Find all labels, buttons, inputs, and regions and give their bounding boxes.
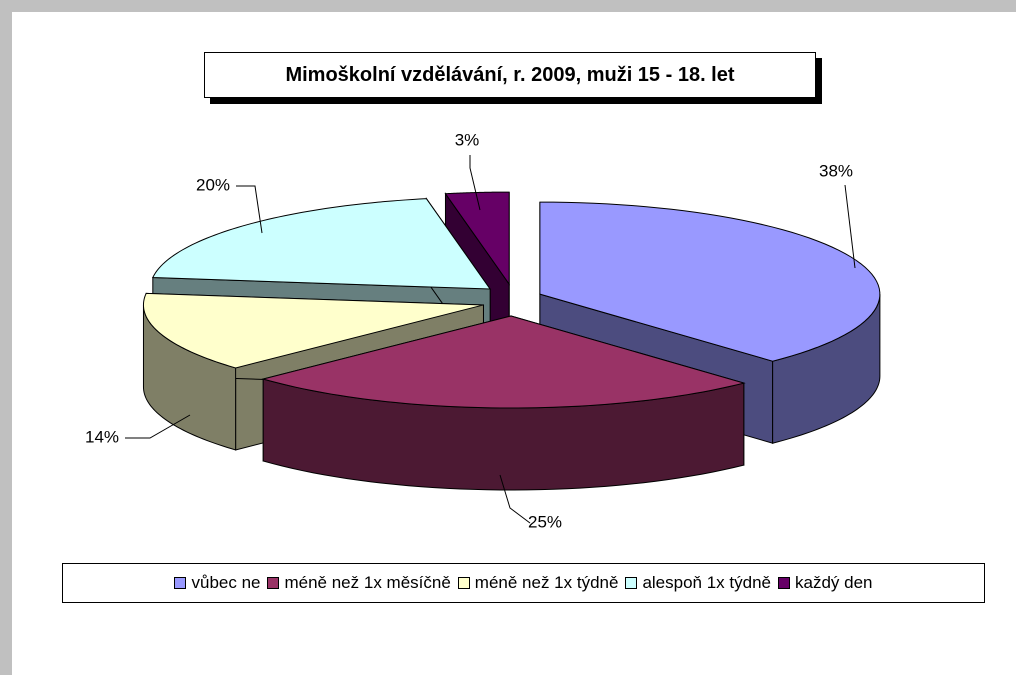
legend-label: alespoň 1x týdně <box>642 573 771 592</box>
legend-label: méně než 1x měsíčně <box>284 573 451 592</box>
legend-item: méně než 1x týdně <box>457 573 619 593</box>
legend-item: alespoň 1x týdně <box>625 573 771 593</box>
leader-line <box>499 474 531 524</box>
data-label: 38% <box>819 161 853 180</box>
legend-item: každý den <box>778 573 873 593</box>
legend-label: vůbec ne <box>191 573 261 592</box>
legend: vůbec ne méně než 1x měsíčně méně než 1x t… <box>62 563 985 603</box>
slice-top <box>261 315 746 409</box>
leader-line <box>125 414 191 439</box>
pie-slice <box>261 315 746 491</box>
legend-label: méně než 1x týdně <box>474 573 619 592</box>
slice-top <box>444 191 510 286</box>
legend-item: méně než 1x měsíčně <box>267 573 451 593</box>
data-label: 20% <box>196 175 230 194</box>
legend-swatch <box>625 577 638 589</box>
legend-swatch <box>778 577 790 589</box>
slice-top <box>152 198 492 290</box>
legend-swatch <box>174 577 187 589</box>
slice-top <box>142 292 484 369</box>
data-label: 3% <box>455 130 480 149</box>
slice-top <box>539 201 881 362</box>
data-label: 25% <box>528 512 562 531</box>
leader-line <box>469 155 481 211</box>
legend-swatch <box>457 577 470 589</box>
leader-line <box>844 184 856 269</box>
data-label: 14% <box>85 427 119 446</box>
leader-line <box>236 185 263 234</box>
legend-item: vůbec ne <box>174 573 260 593</box>
chart-title: Mimoškolní vzdělávání, r. 2009, muži 15 … <box>204 52 816 98</box>
legend-swatch <box>267 577 280 589</box>
legend-label: každý den <box>795 573 873 592</box>
